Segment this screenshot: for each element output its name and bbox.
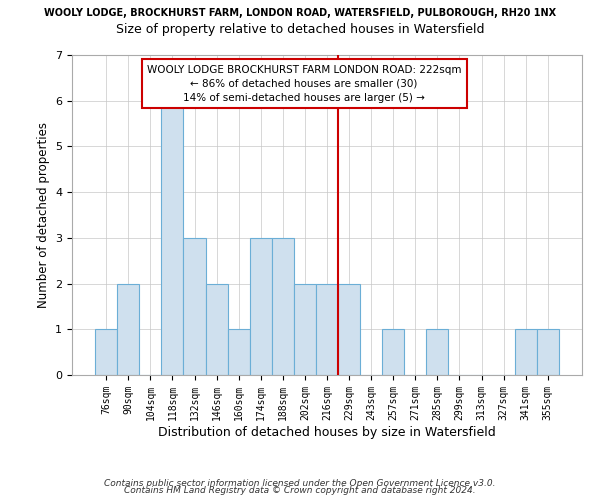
Bar — [184, 238, 206, 375]
Bar — [515, 330, 537, 375]
Text: Contains HM Land Registry data © Crown copyright and database right 2024.: Contains HM Land Registry data © Crown c… — [124, 486, 476, 495]
Text: Contains public sector information licensed under the Open Government Licence v3: Contains public sector information licen… — [104, 478, 496, 488]
Y-axis label: Number of detached properties: Number of detached properties — [37, 122, 50, 308]
Bar — [227, 330, 250, 375]
Bar — [95, 330, 117, 375]
Bar — [382, 330, 404, 375]
Bar — [206, 284, 227, 375]
X-axis label: Distribution of detached houses by size in Watersfield: Distribution of detached houses by size … — [158, 426, 496, 438]
Bar — [316, 284, 338, 375]
Bar — [250, 238, 272, 375]
Text: Size of property relative to detached houses in Watersfield: Size of property relative to detached ho… — [116, 22, 484, 36]
Bar — [161, 100, 184, 375]
Bar — [272, 238, 294, 375]
Bar — [294, 284, 316, 375]
Text: WOOLY LODGE BROCKHURST FARM LONDON ROAD: 222sqm
← 86% of detached houses are sma: WOOLY LODGE BROCKHURST FARM LONDON ROAD:… — [147, 64, 461, 102]
Bar — [427, 330, 448, 375]
Text: WOOLY LODGE, BROCKHURST FARM, LONDON ROAD, WATERSFIELD, PULBOROUGH, RH20 1NX: WOOLY LODGE, BROCKHURST FARM, LONDON ROA… — [44, 8, 556, 18]
Bar — [117, 284, 139, 375]
Bar — [537, 330, 559, 375]
Bar — [338, 284, 360, 375]
